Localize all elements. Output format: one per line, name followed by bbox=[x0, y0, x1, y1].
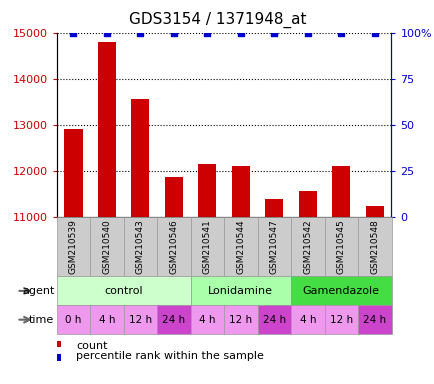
Bar bbox=[197, 164, 216, 384]
Bar bbox=[257, 217, 290, 276]
Text: time: time bbox=[29, 314, 54, 325]
Text: 12 h: 12 h bbox=[329, 314, 352, 325]
Text: GSM210547: GSM210547 bbox=[269, 219, 278, 274]
Text: GSM210541: GSM210541 bbox=[202, 219, 211, 274]
Point bbox=[170, 30, 177, 36]
Text: agent: agent bbox=[22, 286, 54, 296]
Text: percentile rank within the sample: percentile rank within the sample bbox=[76, 351, 263, 361]
Text: GSM210545: GSM210545 bbox=[336, 219, 345, 274]
Bar bbox=[357, 217, 391, 276]
Text: GSM210544: GSM210544 bbox=[236, 219, 245, 274]
Bar bbox=[298, 191, 316, 384]
Text: 0 h: 0 h bbox=[65, 314, 81, 325]
Bar bbox=[123, 305, 157, 334]
Point bbox=[371, 30, 378, 36]
Text: 12 h: 12 h bbox=[128, 314, 151, 325]
Point bbox=[337, 30, 344, 36]
Point bbox=[137, 30, 144, 36]
Bar bbox=[224, 305, 257, 334]
Bar bbox=[164, 177, 183, 384]
Bar bbox=[324, 305, 357, 334]
Bar bbox=[190, 276, 290, 305]
Text: GSM210540: GSM210540 bbox=[102, 219, 111, 274]
Point bbox=[203, 30, 210, 36]
Bar bbox=[331, 166, 350, 384]
Bar bbox=[224, 217, 257, 276]
Bar bbox=[190, 305, 224, 334]
Bar bbox=[97, 42, 116, 384]
Bar bbox=[290, 305, 324, 334]
Bar bbox=[324, 217, 357, 276]
Bar bbox=[190, 217, 224, 276]
Bar bbox=[365, 206, 383, 384]
Bar bbox=[131, 99, 149, 384]
Bar bbox=[90, 217, 123, 276]
Text: GSM210548: GSM210548 bbox=[369, 219, 378, 274]
Text: GDS3154 / 1371948_at: GDS3154 / 1371948_at bbox=[128, 12, 306, 28]
Bar bbox=[264, 199, 283, 384]
Point bbox=[270, 30, 277, 36]
Bar bbox=[231, 166, 250, 384]
Bar bbox=[157, 305, 190, 334]
Text: GSM210546: GSM210546 bbox=[169, 219, 178, 274]
Bar bbox=[357, 305, 391, 334]
Point bbox=[70, 30, 77, 36]
Text: GSM210539: GSM210539 bbox=[69, 219, 78, 274]
Text: 4 h: 4 h bbox=[99, 314, 115, 325]
Text: 24 h: 24 h bbox=[162, 314, 185, 325]
Bar bbox=[290, 217, 324, 276]
Text: 4 h: 4 h bbox=[299, 314, 315, 325]
Text: GSM210542: GSM210542 bbox=[302, 219, 312, 274]
Bar bbox=[56, 305, 90, 334]
Text: count: count bbox=[76, 341, 107, 351]
Text: 24 h: 24 h bbox=[262, 314, 285, 325]
Bar bbox=[157, 217, 190, 276]
Text: 12 h: 12 h bbox=[229, 314, 252, 325]
Text: Lonidamine: Lonidamine bbox=[208, 286, 273, 296]
Text: control: control bbox=[104, 286, 142, 296]
Text: GSM210543: GSM210543 bbox=[135, 219, 145, 274]
Bar bbox=[257, 305, 290, 334]
Bar bbox=[123, 217, 157, 276]
Bar bbox=[56, 276, 190, 305]
Text: 4 h: 4 h bbox=[199, 314, 215, 325]
Bar bbox=[290, 276, 391, 305]
Bar bbox=[56, 217, 90, 276]
Point bbox=[237, 30, 244, 36]
Point bbox=[103, 30, 110, 36]
Text: 24 h: 24 h bbox=[362, 314, 385, 325]
Bar bbox=[64, 129, 82, 384]
Bar bbox=[90, 305, 123, 334]
Point bbox=[304, 30, 311, 36]
Text: Gamendazole: Gamendazole bbox=[302, 286, 379, 296]
